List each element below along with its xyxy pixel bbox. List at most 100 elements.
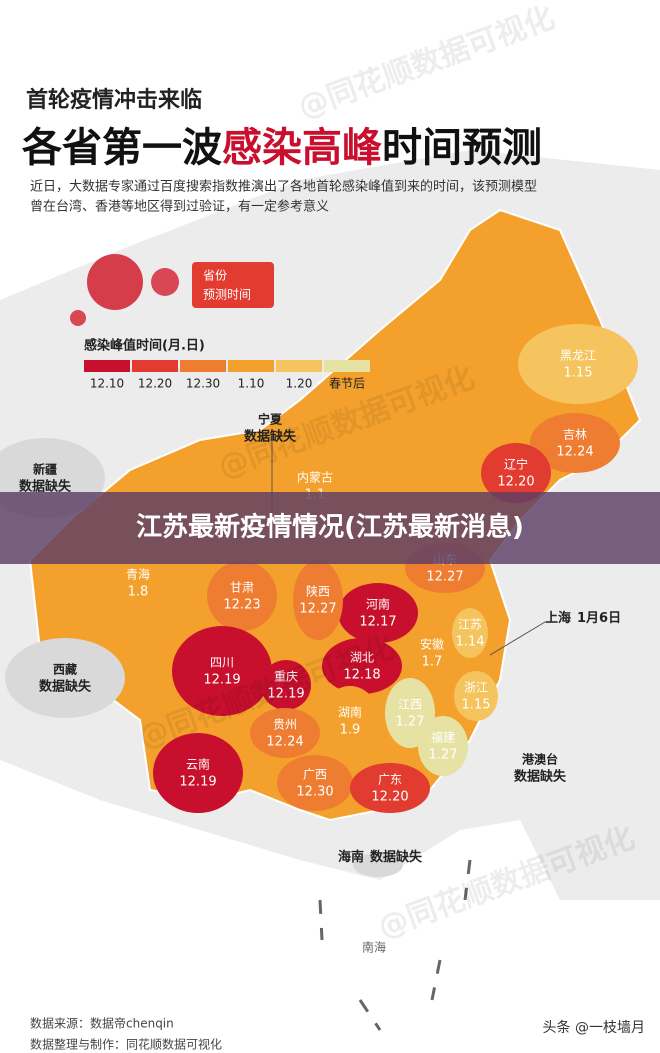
legend-title: 感染峰值时间(月.日) [84,338,205,354]
description-line: 近日，大数据专家通过百度搜索指数推演出了各地首轮感染峰值到来的时间，该预测模型 [30,179,537,195]
province-name: 湖北 [350,650,374,665]
province-area [172,626,272,716]
province-name: 新疆 [33,462,57,477]
province-name: 海南 [338,849,364,865]
province-value: 12.19 [179,775,216,790]
title-part: 各省第一波 [22,125,222,171]
province-value: 12.20 [371,790,408,805]
province-value: 12.24 [556,445,593,460]
province-name: 安徽 [420,637,444,652]
badge-text: 省份 [203,269,227,283]
province-value: 数据缺失 [19,479,72,495]
province-area [481,443,551,503]
province-name: 黑龙江 [560,349,596,363]
province-name: 西藏 [53,662,77,677]
title: 各省第一波感染高峰时间预测 [22,125,542,171]
province-name: 河南 [366,597,390,612]
title-part: 时间预测 [382,125,542,171]
province-value: 12.20 [497,475,534,490]
province-area [277,755,353,811]
province-area [322,638,402,694]
province-value: 12.27 [426,570,463,585]
title-highlight: 感染高峰 [222,125,382,171]
province-area [410,623,454,683]
province-value: 12.23 [223,598,260,613]
province-area [207,561,277,631]
virus-icon [151,268,179,296]
province-value: 数据缺失 [244,429,297,445]
province-area [530,413,620,473]
province-area [518,324,638,404]
province-value: 12.17 [359,615,396,630]
province-area [452,608,488,658]
legend-swatch [276,360,322,372]
legend-label: 春节后 [329,377,365,391]
province-value: 12.19 [267,687,304,702]
banner-text: 江苏最新疫情情况(江苏最新消息) [136,512,524,543]
province-name: 江西 [398,698,422,712]
province-name: 宁夏 [258,412,283,427]
credit: 头条 @一枝墙月 [543,1019,645,1036]
province-name: 上海 [545,610,571,626]
footer-maker: 数据整理与制作：同花顺数据可视化 [30,1037,222,1052]
province-name: 浙江 [464,681,488,695]
province-name: 江苏 [458,618,482,632]
province-value: 1.15 [564,366,593,381]
legend-label: 12.20 [138,377,172,391]
province-area [353,853,403,877]
province-area [350,763,430,813]
province-value: 数据缺失 [370,849,423,865]
footer-source: 数据来源：数据帝chenqin [30,1016,174,1031]
province-name: 福建 [431,730,455,745]
province-value: 1月6日 [577,611,621,626]
banner [0,492,660,564]
province-value: 1.7 [422,655,443,670]
province-area [261,660,311,710]
province-name: 云南 [186,757,210,772]
legend-swatch [324,360,370,372]
kicker: 首轮疫情冲击来临 [26,87,202,113]
province-name: 辽宁 [504,457,528,472]
province-area [418,716,468,776]
legend-label: 1.20 [286,377,313,391]
province-value: 1.27 [429,748,458,763]
province-value: 1.27 [396,715,425,730]
province-name: 青海 [126,567,150,582]
legend-swatch [228,360,274,372]
leader-line [489,621,546,656]
legend-label: 12.30 [186,377,220,391]
province-value: 数据缺失 [39,679,92,695]
province-label: 上海 1月6日 [545,610,621,626]
sea-label: 南海 [362,940,386,955]
province-area [250,708,320,758]
province-name: 甘肃 [230,581,254,595]
badge [192,262,274,308]
legend-label: 12.10 [90,377,124,391]
province-name: 陕西 [306,584,330,599]
province-value: 1.9 [340,723,361,738]
badge-text: 预测时间 [203,288,251,302]
province-area [338,583,418,643]
province-value: 1.14 [456,635,485,650]
province-value: 1.8 [128,585,149,600]
legend-swatch [84,360,130,372]
province-name: 广东 [378,773,402,787]
description-line: 曾在台湾、香港等地区得到过验证，有一定参考意义 [30,199,329,215]
province-value: 数据缺失 [514,769,567,785]
legend-swatch [180,360,226,372]
province-area [454,671,498,721]
province-name: 湖南 [338,705,362,720]
legend-swatch [132,360,178,372]
virus-icon [87,254,143,310]
province-value: 12.19 [203,673,240,688]
province-area [320,686,380,756]
province-value: 12.24 [266,735,303,750]
province-name: 贵州 [273,718,297,732]
province-value: 12.27 [299,602,336,617]
province-name: 重庆 [274,670,298,684]
province-value: 12.30 [296,785,333,800]
province-value: 1.15 [462,698,491,713]
province-area [293,560,343,640]
virus-icon [70,310,86,326]
